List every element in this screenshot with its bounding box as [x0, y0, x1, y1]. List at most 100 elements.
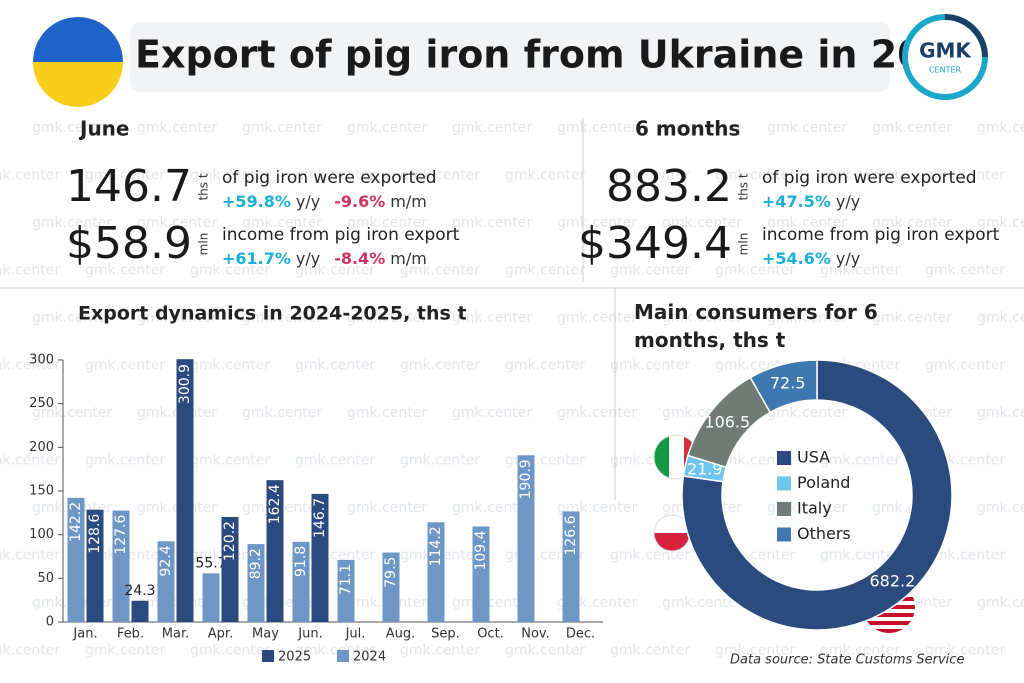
kpi-change-label: m/m [390, 249, 427, 268]
legend-swatch [777, 451, 791, 465]
kpi-text: of pig iron were exported [222, 168, 437, 188]
data-label: 114.2 [428, 526, 444, 566]
donut-slice [681, 359, 953, 631]
legend-label: 2024 [353, 650, 386, 665]
watermark: gmk.center [925, 548, 1005, 564]
watermark: gmk.center [190, 358, 270, 374]
kpi-unit: mln [737, 233, 751, 256]
bar [221, 517, 239, 622]
watermark: gmk.center [242, 120, 322, 136]
x-tick-label: Sep. [431, 627, 460, 642]
watermark: gmk.center [977, 215, 1024, 231]
kpi-change-label: y/y [296, 249, 320, 268]
kpi-change-label: y/y [836, 249, 860, 268]
watermark: gmk.center [400, 263, 480, 279]
kpi-unit: mln [197, 233, 211, 256]
watermark: gmk.center [977, 595, 1024, 611]
kpi-change: +59.8% [222, 192, 291, 211]
watermark: gmk.center [767, 215, 847, 231]
bar [86, 509, 104, 622]
data-label: 91.8 [293, 546, 309, 577]
watermark: gmk.center [925, 358, 1005, 374]
watermark: gmk.center [977, 310, 1024, 326]
legend-swatch [262, 650, 274, 662]
bar [131, 600, 149, 622]
data-label: 128.6 [87, 514, 103, 554]
watermark: gmk.center [452, 405, 532, 421]
bar [337, 559, 355, 622]
watermark: gmk.center [295, 358, 375, 374]
watermark: gmk.center [242, 215, 322, 231]
watermark: gmk.center [32, 405, 112, 421]
watermark: gmk.center [872, 120, 952, 136]
watermark: gmk.center [242, 310, 322, 326]
data-label: 24.3 [124, 583, 155, 599]
data-label: 79.5 [383, 557, 399, 588]
kpi-change-label: y/y [296, 192, 320, 211]
watermark: gmk.center [85, 358, 165, 374]
kpi-change: -8.4% [334, 249, 385, 268]
kpi-change: +54.6% [762, 249, 831, 268]
data-label: 120.2 [222, 521, 238, 561]
watermark: gmk.center [190, 643, 270, 659]
watermark: gmk.center [610, 168, 690, 184]
y-tick-label: 50 [37, 571, 54, 586]
watermark: gmk.center [452, 120, 532, 136]
legend-swatch [777, 527, 791, 542]
donut-slice [749, 359, 818, 414]
y-tick-label: 300 [29, 353, 54, 368]
data-label: 682.2 [869, 571, 915, 590]
watermark: gmk.center [610, 358, 690, 374]
kpi-value: 146.7 [66, 161, 192, 212]
watermark: gmk.center [137, 215, 217, 231]
watermark: gmk.center [85, 643, 165, 659]
kpi-changes: +54.6% y/y [762, 249, 860, 268]
watermark: gmk.center [925, 168, 1005, 184]
legend-label: USA [797, 448, 830, 467]
kpi-change: +47.5% [762, 192, 831, 211]
y-tick-label: 100 [29, 527, 54, 542]
logo-arc [944, 14, 988, 58]
watermark: gmk.center [32, 120, 112, 136]
bar [67, 497, 85, 622]
x-tick-label: Feb. [117, 627, 144, 642]
kpi-changes: +59.8% y/y -9.6% m/m [222, 192, 427, 211]
kpi-change-label: m/m [390, 192, 427, 211]
kpi-text: income from pig iron export [222, 225, 460, 245]
title-bg [130, 22, 890, 92]
legend-label: Italy [797, 499, 832, 518]
watermark: gmk.center [452, 500, 532, 516]
watermark: gmk.center [452, 595, 532, 611]
watermark: gmk.center [662, 215, 742, 231]
watermark: gmk.center [610, 548, 690, 564]
x-tick-label: Mar. [162, 627, 189, 642]
watermark: gmk.center [32, 310, 112, 326]
data-label: 21.9 [687, 459, 723, 478]
data-label: 109.4 [473, 530, 489, 570]
y-tick-label: 250 [29, 396, 54, 411]
watermarks: gmk.center gmk.center gmk.center gmk.center… [0, 120, 1024, 659]
logo-text: GMK [919, 39, 972, 63]
watermark: gmk.center [400, 358, 480, 374]
watermark: gmk.center [925, 643, 1005, 659]
data-label: 142.2 [68, 502, 84, 542]
watermark: gmk.center [505, 263, 585, 279]
kpi-change: +61.7% [222, 249, 291, 268]
watermark: gmk.center [977, 405, 1024, 421]
watermark: gmk.center [0, 453, 60, 469]
kpi-period: 6 months [635, 117, 740, 141]
kpi-unit: ths t [197, 173, 211, 200]
x-tick-label: Jan. [72, 627, 97, 642]
watermark: gmk.center [85, 263, 165, 279]
watermark: gmk.center [662, 310, 742, 326]
data-label: 72.5 [770, 373, 806, 392]
kpi-change: -9.6% [334, 192, 385, 211]
watermark: gmk.center [557, 120, 637, 136]
y-tick-label: 150 [29, 484, 54, 499]
watermark: gmk.center [715, 168, 795, 184]
watermark: gmk.center [295, 643, 375, 659]
legend-label: Poland [797, 473, 850, 492]
watermark: gmk.center [662, 120, 742, 136]
bar [382, 552, 400, 622]
